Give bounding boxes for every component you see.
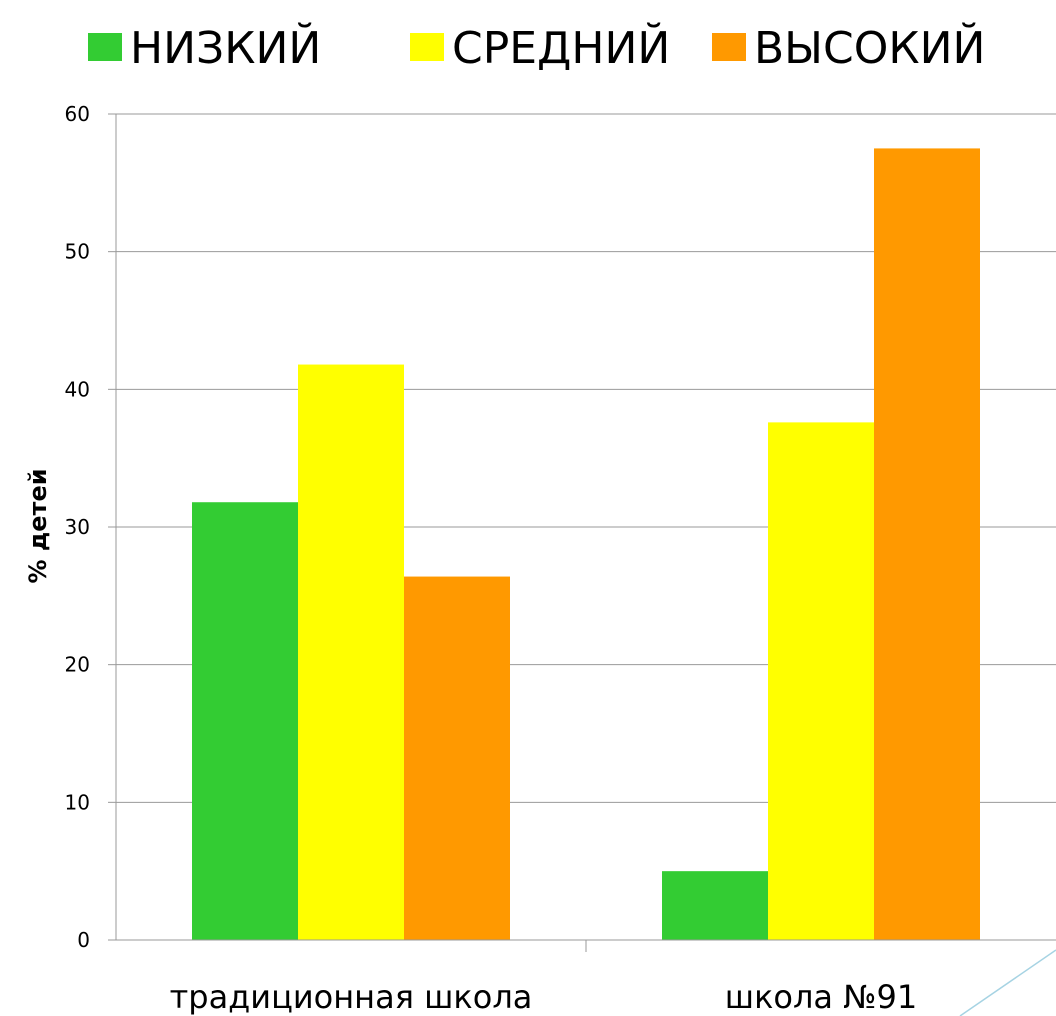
bar-1-3 [404,576,510,940]
legend-label-3: ВЫСОКИЙ [754,21,985,74]
y-tick-label-60: 60 [65,102,90,126]
bar-2-3 [874,148,980,940]
y-tick-label-10: 10 [65,790,90,814]
bar-1-2 [298,364,404,940]
legend-swatch-3 [712,33,746,61]
y-tick-label-40: 40 [65,377,90,401]
decorative-accent-line [959,949,1056,1016]
y-tick-label-30: 30 [65,515,90,539]
y-tick-labels: 0 10 20 30 40 50 60 [65,102,90,952]
bar-1-1 [192,502,298,940]
y-tick-label-20: 20 [65,653,90,677]
axes [115,114,1056,952]
legend-swatch-2 [410,33,444,61]
legend-label-2: СРЕДНИЙ [452,21,670,74]
y-tick-label-0: 0 [77,928,90,952]
y-tick-label-50: 50 [65,240,90,264]
x-category-labels: традиционная школа школа №91 [170,978,918,1016]
bars [192,148,980,941]
legend-label-1: НИЗКИЙ [130,21,321,74]
y-axis-label: % детей [24,468,52,583]
bar-2-1 [662,871,768,940]
x-category-label-2: школа №91 [725,978,917,1016]
x-category-label-1: традиционная школа [170,978,533,1016]
legend: НИЗКИЙ СРЕДНИЙ ВЫСОКИЙ [88,21,985,74]
legend-swatch-1 [88,33,122,61]
bar-2-2 [768,422,874,941]
